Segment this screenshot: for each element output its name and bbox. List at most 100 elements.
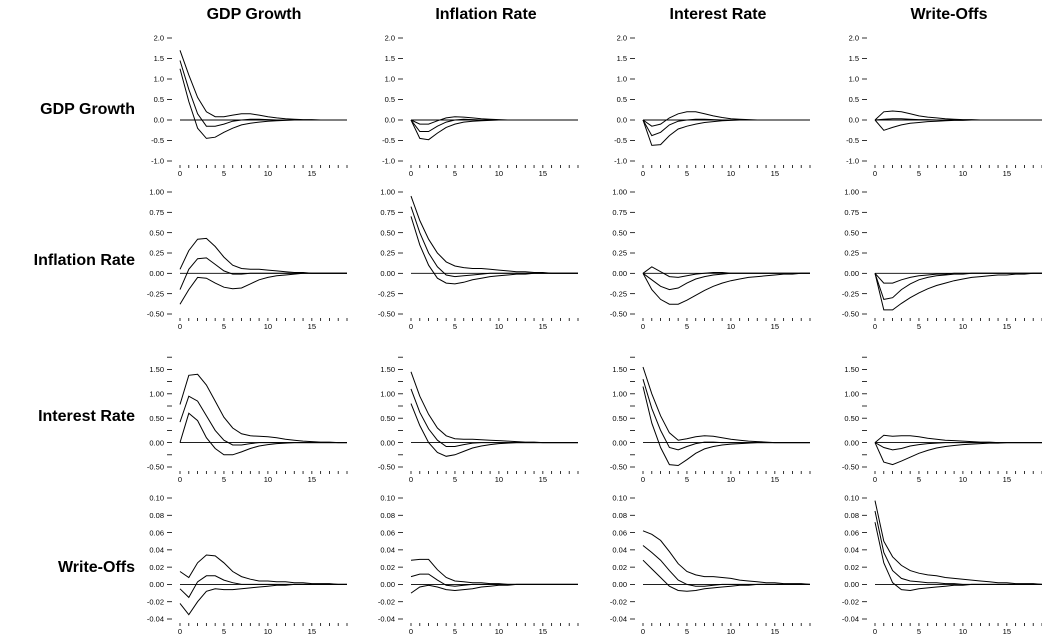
y-tick-label: 1.50: [844, 365, 859, 374]
x-tick-label: 10: [264, 169, 272, 178]
lower-response-line: [874, 272, 1042, 311]
y-tick-label: 0.08: [612, 511, 627, 520]
y-tick-label: 0.00: [844, 269, 859, 278]
y-tick-label: 2.0: [154, 34, 164, 43]
y-tick-label: 0.50: [612, 414, 627, 423]
y-tick-label: 0.00: [844, 438, 859, 447]
x-tick-label: 0: [178, 322, 182, 331]
x-tick-label: 15: [1003, 627, 1011, 635]
y-tick-label: 1.00: [844, 390, 859, 399]
panel-write-offs-to-inflation-rate: -0.04 -0.02 0.00 0.02 0.04 0.06 0.08 0.10 0 5 10 15: [378, 494, 579, 635]
mid-response-line: [874, 510, 1042, 585]
y-tick-label: 0.00: [612, 438, 627, 447]
y-tick-label: 0.02: [844, 563, 859, 572]
x-tick-label: 0: [873, 169, 877, 178]
y-tick-label: 0.50: [380, 414, 395, 423]
y-tick-label: 1.0: [849, 75, 859, 84]
x-tick-label: 0: [178, 475, 182, 484]
y-tick-label: 1.00: [149, 188, 164, 197]
y-tick-label: -0.04: [147, 615, 164, 624]
lower-response-line: [179, 68, 347, 139]
y-tick-label: 0.00: [149, 438, 164, 447]
mid-response-line: [410, 388, 578, 447]
y-tick-label: -0.5: [151, 136, 164, 145]
y-tick-label: 0.10: [380, 494, 395, 503]
y-tick-label: -0.02: [147, 597, 164, 606]
y-tick-label: -1.0: [151, 157, 164, 166]
x-tick-label: 15: [539, 169, 547, 178]
y-tick-label: 1.5: [849, 54, 859, 63]
panel-write-offs-to-interest-rate: -0.04 -0.02 0.00 0.02 0.04 0.06 0.08 0.10 0 5 10 15: [610, 494, 811, 635]
x-tick-label: 5: [222, 322, 226, 331]
x-tick-label: 15: [308, 169, 316, 178]
column-title-write-offs: Write-Offs: [910, 6, 987, 23]
y-tick-label: 0.02: [612, 563, 627, 572]
y-tick-label: 0.50: [844, 414, 859, 423]
column-title-gdp-growth: GDP Growth: [207, 6, 302, 23]
upper-response-line: [179, 50, 347, 121]
y-tick-label: 0.04: [380, 546, 395, 555]
y-tick-label: 0.5: [849, 95, 859, 104]
y-tick-label: 1.0: [617, 75, 627, 84]
y-tick-label: -0.02: [610, 597, 627, 606]
panel-interest-rate-to-write-offs: -0.50 0.00 0.50 1.00 1.50 0 5 10 15: [842, 356, 1042, 484]
x-tick-label: 5: [685, 475, 689, 484]
lower-response-line: [874, 442, 1042, 466]
x-tick-label: 15: [1003, 475, 1011, 484]
y-tick-label: 0.00: [149, 269, 164, 278]
panel-interest-rate-to-gdp-growth: -0.50 0.00 0.50 1.00 1.50 0 5 10 15: [147, 356, 348, 484]
x-tick-label: 10: [959, 627, 967, 635]
y-tick-label: 0.0: [385, 116, 395, 125]
x-tick-label: 0: [409, 169, 413, 178]
y-tick-label: 0.25: [844, 249, 859, 258]
y-tick-label: -0.5: [382, 136, 395, 145]
y-tick-label: 0.50: [612, 228, 627, 237]
x-tick-label: 10: [727, 627, 735, 635]
lower-response-line: [874, 522, 1042, 592]
y-tick-label: 1.5: [154, 54, 164, 63]
y-tick-label: 1.0: [385, 75, 395, 84]
x-tick-label: 0: [178, 627, 182, 635]
x-tick-label: 0: [641, 322, 645, 331]
y-tick-label: 0.50: [149, 228, 164, 237]
y-tick-label: -1.0: [614, 157, 627, 166]
y-tick-label: 0.00: [612, 580, 627, 589]
panel-interest-rate-to-interest-rate: -0.50 0.00 0.50 1.00 1.50 0 5 10 15: [610, 356, 811, 484]
lower-response-line: [179, 583, 347, 616]
upper-response-line: [642, 111, 810, 127]
x-tick-label: 15: [308, 627, 316, 635]
x-tick-label: 10: [495, 627, 503, 635]
lower-response-line: [179, 272, 347, 305]
y-tick-label: 0.04: [844, 546, 859, 555]
y-tick-label: 0.08: [149, 511, 164, 520]
y-tick-label: -0.02: [842, 597, 859, 606]
y-tick-label: 0.08: [380, 511, 395, 520]
mid-response-line: [410, 206, 578, 278]
lower-response-line: [642, 119, 810, 146]
y-tick-label: 0.06: [844, 528, 859, 537]
upper-response-line: [410, 558, 578, 585]
column-titles: GDP Growth Inflation Rate Interest Rate …: [207, 6, 988, 23]
row-label-interest-rate: Interest Rate: [38, 408, 135, 425]
lower-response-line: [410, 216, 578, 285]
y-tick-label: 0.0: [154, 116, 164, 125]
y-tick-label: 0.00: [844, 580, 859, 589]
x-tick-label: 0: [873, 475, 877, 484]
lower-response-line: [874, 119, 1042, 131]
y-tick-label: -0.04: [610, 615, 627, 624]
upper-response-line: [874, 272, 1042, 284]
y-tick-label: -0.50: [378, 463, 395, 472]
upper-response-line: [874, 500, 1042, 585]
y-tick-label: 0.06: [149, 528, 164, 537]
y-tick-label: -0.25: [610, 289, 627, 298]
panel-gdp-growth-to-inflation-rate: -1.0 -0.5 0.0 0.5 1.0 1.5 2.0 0 5 10 15: [382, 34, 579, 178]
x-tick-label: 15: [771, 169, 779, 178]
x-tick-label: 15: [771, 475, 779, 484]
upper-response-line: [642, 530, 811, 585]
x-tick-label: 5: [685, 169, 689, 178]
x-tick-label: 0: [641, 169, 645, 178]
y-tick-label: -0.50: [378, 310, 395, 319]
column-title-inflation-rate: Inflation Rate: [435, 6, 536, 23]
lower-response-line: [642, 559, 810, 592]
x-tick-label: 5: [453, 169, 457, 178]
